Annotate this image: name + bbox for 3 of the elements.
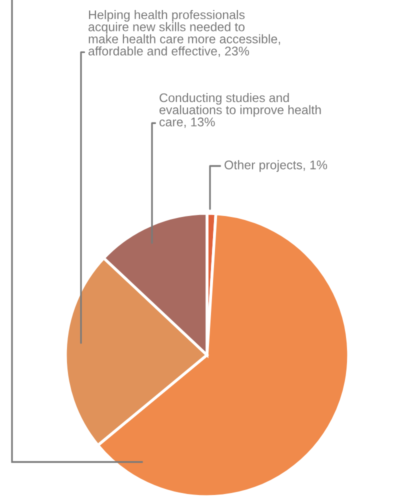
slice-label: Helping health professionals acquire new skills needed to make health care more accessible, affordable and effective, 23% [88, 10, 280, 57]
slice-label: Other projects, 1% [224, 160, 328, 172]
slice-label: Conducting studies and evaluations to improve health care, 13% [160, 93, 321, 128]
